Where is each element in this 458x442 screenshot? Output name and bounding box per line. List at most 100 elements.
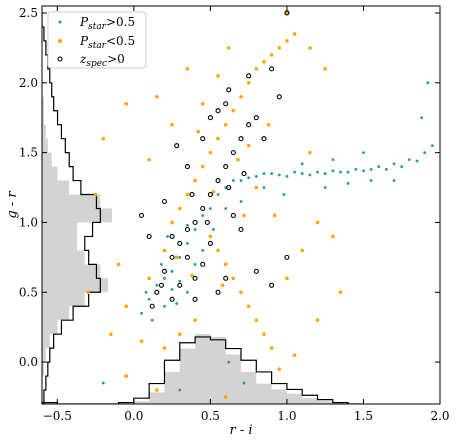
teal-point (193, 228, 197, 231)
teal-point (426, 81, 430, 85)
ring-point (284, 254, 290, 260)
orange-point (116, 262, 121, 267)
ring-point (184, 164, 190, 170)
teal-point (262, 186, 266, 189)
orange-point (315, 220, 320, 225)
teal-point (186, 223, 189, 227)
teal-point (201, 248, 205, 252)
orange-point (155, 388, 159, 392)
orange-point (216, 136, 220, 141)
orange-point (315, 318, 320, 323)
ring-point (215, 289, 221, 295)
orange-point (101, 136, 106, 141)
ring-point (238, 226, 244, 232)
y-axis-label: g - r (5, 191, 20, 219)
ring-point (149, 303, 155, 309)
teal-point (385, 167, 388, 171)
orange-point (200, 101, 205, 106)
teal-point (415, 159, 419, 163)
teal-point (331, 158, 335, 162)
orange-point (223, 262, 228, 267)
orange-point (242, 213, 246, 218)
teal-point (155, 283, 159, 287)
teal-point (362, 169, 365, 173)
teal-point (101, 381, 105, 385)
teal-point (423, 151, 427, 155)
orange-point (246, 81, 251, 85)
teal-point (193, 262, 197, 266)
orange-point (162, 248, 167, 253)
teal-point (186, 242, 189, 245)
teal-point (239, 179, 243, 182)
legend-entry-star-high: Pstar>0.5 (79, 15, 135, 32)
orange-point (200, 164, 205, 169)
teal-point (354, 167, 358, 171)
ring-point (177, 240, 183, 246)
ring-point (192, 275, 198, 281)
y-hist-filled (42, 12, 112, 404)
orange-point (223, 395, 228, 399)
legend-marker-zspec (57, 56, 63, 62)
orange-point (292, 353, 297, 357)
teal-point (242, 381, 246, 385)
orange-point (338, 290, 343, 295)
legend-box (47, 11, 147, 69)
x-tick-label: 1.5 (354, 409, 373, 423)
orange-point (239, 94, 243, 99)
teal-point (212, 228, 215, 231)
teal-point (300, 172, 304, 175)
teal-point (147, 297, 151, 301)
teal-point (392, 179, 396, 182)
x-hist-outline (42, 336, 364, 404)
teal-point (282, 193, 286, 196)
teal-point (140, 311, 143, 315)
orange-point (147, 157, 151, 162)
orange-point (220, 283, 225, 288)
plot-frame (41, 5, 441, 405)
orange-point (308, 150, 312, 155)
teal-point (186, 290, 189, 294)
orange-point (285, 11, 289, 15)
ring-point (230, 212, 236, 219)
orange-point (239, 290, 243, 295)
ring-point (174, 143, 180, 149)
ring-point (184, 226, 190, 232)
orange-point (292, 32, 297, 36)
teal-point (160, 262, 163, 266)
ring-point (246, 73, 252, 79)
orange-point (196, 129, 200, 134)
ring-point (204, 219, 210, 226)
ring-point (192, 219, 198, 226)
ring-point (161, 268, 168, 274)
orange-point (155, 94, 159, 99)
ring-point (215, 178, 221, 184)
teal-point (346, 181, 350, 185)
ring-point (169, 296, 175, 302)
x-tick-label: 0.5 (201, 409, 220, 423)
orange-point (226, 46, 231, 50)
orange-point (236, 157, 240, 162)
y-hist-outline (42, 12, 101, 404)
ring-point (241, 171, 247, 177)
teal-point (208, 207, 212, 210)
axis-ticks: −0.5 0.0 0.5 1.0 1.5 2.0 0.0 0.5 1.0 1.5 2.0 2.5 (19, 6, 450, 423)
teal-point (170, 288, 174, 291)
ring-point (169, 233, 175, 239)
ring-point (207, 191, 213, 198)
teal-point (285, 174, 289, 178)
y-tick-label: 0.0 (19, 355, 38, 369)
orange-point (109, 332, 113, 336)
orange-point (208, 234, 213, 239)
orange-point (170, 122, 174, 127)
teal-point (300, 162, 304, 166)
orange-point (124, 101, 128, 106)
orange-point (254, 67, 259, 71)
teal-point (323, 186, 327, 189)
teal-point (369, 167, 373, 171)
ring-point (230, 150, 236, 156)
orange-point (170, 220, 174, 225)
ring-point (177, 282, 183, 288)
orange-point (277, 46, 282, 50)
teal-point (346, 170, 350, 174)
